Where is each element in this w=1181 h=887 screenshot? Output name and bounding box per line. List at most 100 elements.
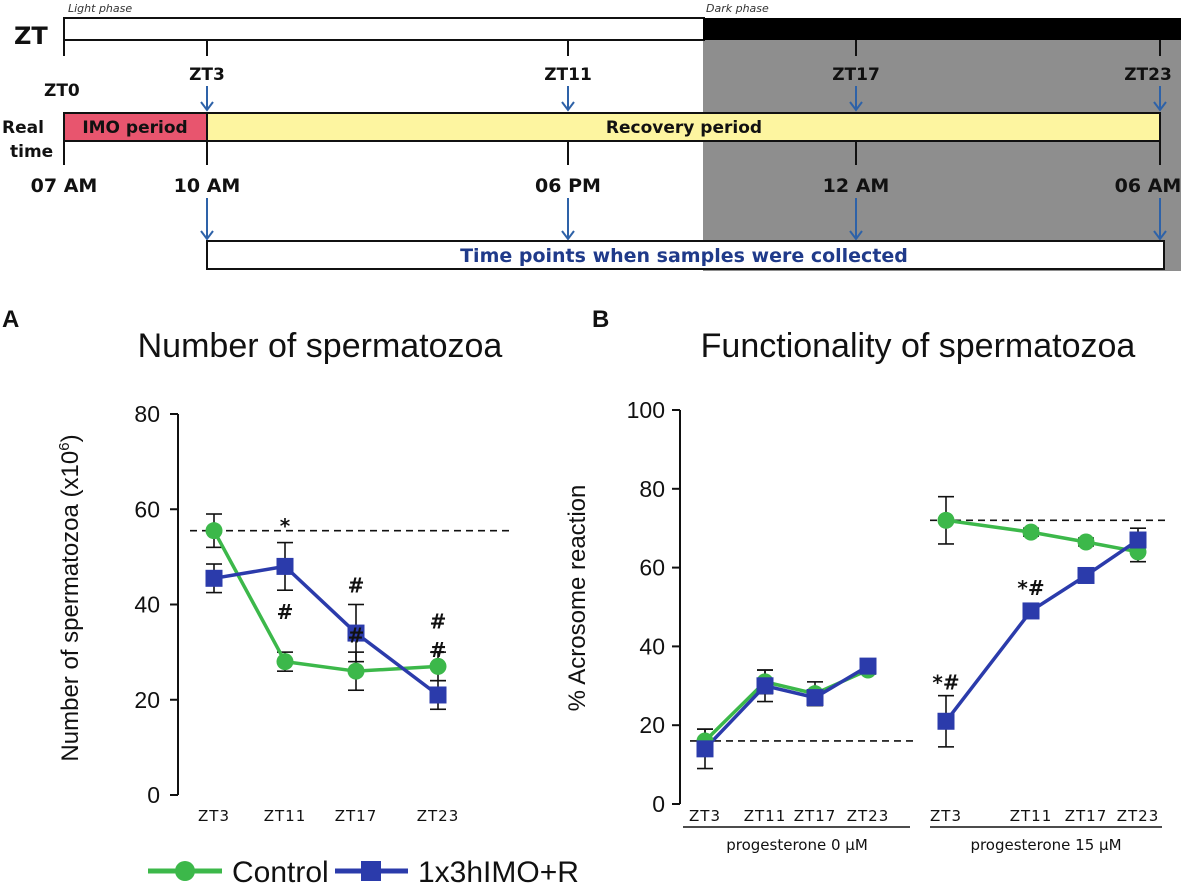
zt11-label: ZT11 (544, 65, 592, 85)
chart-a-x-label: ZT17 (335, 807, 378, 825)
chart-a-point-imo-3 (429, 686, 447, 704)
chart-a-ylabel: Number of spermatozoa (x106) (56, 434, 84, 761)
chart-a-significance-mark: * (280, 514, 291, 538)
time-label-06pm: 06 PM (535, 175, 601, 197)
chart-a-line-imo (213, 564, 440, 697)
sample-arrows (200, 198, 1167, 241)
chart-b-g1-point-imo-0 (937, 712, 955, 730)
panel-label-b: B (592, 306, 609, 333)
chart-a-point-imo-0 (205, 569, 223, 587)
chart-a-error-bars (206, 513, 446, 711)
chart-b-x-labels: ZT3 ZT11 ZT17 ZT23 ZT3 ZT11 ZT17 ZT23 (689, 807, 1160, 825)
chart-b-annotations: *# *# (932, 576, 1044, 695)
chart-b-ylabel: % Acrosome reaction (564, 485, 591, 712)
arrow-down-icon (1153, 86, 1167, 112)
chart-b-group-label-1: progesterone 15 μM (970, 836, 1121, 854)
zt-dark-bar (703, 18, 1181, 40)
chart-a-line-control (212, 529, 439, 673)
chart-a-ylabel-sup: 6 (56, 442, 73, 450)
chart-b-ytick-label: 20 (639, 712, 665, 738)
chart-a-ylabel-close: ) (57, 434, 84, 442)
chart-b-group-label-0: progesterone 0 μM (726, 836, 868, 854)
imo-period-label: IMO period (82, 118, 187, 138)
chart-a-significance-mark: # (348, 574, 365, 598)
chart-a-point-control-0 (205, 522, 223, 540)
legend-control-marker (175, 861, 195, 881)
chart-a-ytick-label: 40 (134, 592, 160, 618)
chart-a-point-control-1 (276, 653, 294, 671)
chart-a-x-label: ZT3 (198, 807, 230, 825)
chart-b-title: Functionality of spermatozoa (701, 327, 1136, 365)
arrow-down-icon (561, 198, 575, 241)
time-label-12am: 12 AM (823, 175, 890, 197)
chart-b-g1-line-control (945, 518, 1139, 554)
chart-a-point-control-2 (347, 662, 365, 680)
arrow-down-icon (849, 198, 863, 241)
chart-b-ytick-label: 40 (639, 633, 665, 659)
chart-b-points (696, 511, 1147, 758)
legend-imo-marker (361, 861, 381, 881)
arrow-down-icon (200, 198, 214, 241)
chart-b-g1-line-imo (944, 538, 1139, 723)
zt-arrows (200, 86, 1167, 112)
chart-b-x-label: ZT3 (689, 807, 721, 825)
arrow-down-icon (849, 86, 863, 112)
chart-a-ytick-label: 20 (134, 687, 160, 713)
chart-b-g0-point-imo-0 (696, 740, 714, 758)
chart-a-significance-mark: # (277, 600, 294, 624)
chart-b-significance-mark: *# (932, 671, 959, 695)
chart-b-series-lines (703, 518, 1139, 751)
chart-b-y-ticks: 0 20 40 60 80 100 (627, 397, 680, 817)
chart-b-x-label: ZT23 (1117, 807, 1160, 825)
legend-control-label: Control (232, 856, 329, 887)
real-time-label-1: Real (2, 118, 44, 138)
chart-b: % Acrosome reaction 0 20 40 60 80 100 *# *# ZT… (564, 397, 1166, 854)
chart-b-x-label: ZT23 (847, 807, 890, 825)
chart-b-x-label: ZT17 (794, 807, 837, 825)
chart-a-y-ticks: 0 20 40 60 80 (134, 401, 178, 808)
zt-label: ZT (14, 22, 48, 50)
chart-b-x-label: ZT11 (1010, 807, 1053, 825)
time-label-10am: 10 AM (174, 175, 241, 197)
dark-phase-label: Dark phase (706, 2, 769, 15)
chart-b-x-label: ZT17 (1065, 807, 1108, 825)
chart-a-title: Number of spermatozoa (138, 327, 503, 365)
chart-a-significance-mark: # (348, 624, 365, 648)
chart-a-significance-mark: # (430, 609, 447, 633)
chart-a-point-control-3 (429, 657, 447, 675)
chart-b-x-label: ZT11 (744, 807, 787, 825)
chart-b-ytick-label: 80 (639, 476, 665, 502)
time-label-06am: 06 AM (1115, 175, 1181, 197)
recovery-period-label: Recovery period (606, 118, 762, 138)
chart-a: Number of spermatozoa (x106) 0 20 40 60 80 *… (56, 401, 510, 825)
zt23-label: ZT23 (1124, 65, 1172, 85)
chart-a-x-label: ZT11 (264, 807, 307, 825)
chart-a-x-labels: ZT3 ZT11 ZT17 ZT23 (198, 807, 460, 825)
recovery-period-bar (206, 112, 1161, 142)
zt3-label: ZT3 (189, 65, 225, 85)
legend: Control 1x3hIMO+R (148, 856, 579, 887)
chart-b-g1-point-control-0 (937, 511, 955, 529)
dark-phase-shading (703, 40, 1181, 271)
chart-b-error-bars (697, 495, 1146, 770)
chart-b-ytick-label: 100 (627, 397, 665, 423)
chart-a-point-imo-2 (347, 624, 365, 642)
chart-b-g1-point-imo-3 (1129, 531, 1147, 549)
chart-b-ytick-label: 0 (652, 791, 665, 817)
arrow-down-icon (561, 86, 575, 112)
time-label-07am: 07 AM (31, 175, 98, 197)
chart-b-g0-point-imo-3 (859, 657, 877, 675)
chart-b-x-label: ZT3 (930, 807, 962, 825)
chart-a-point-imo-1 (276, 557, 294, 575)
chart-b-g1-point-control-2 (1077, 533, 1095, 551)
chart-a-ytick-label: 60 (134, 496, 160, 522)
timeline: Light phase Dark phase ZT ZT0 ZT3 ZT11 Z… (2, 2, 1181, 271)
chart-b-reference (690, 519, 1166, 742)
chart-b-significance-mark: *# (1017, 576, 1044, 600)
chart-b-g1-point-control-1 (1022, 523, 1040, 541)
panel-label-a: A (2, 306, 19, 333)
zt-light-bar (63, 17, 705, 41)
chart-a-x-label: ZT23 (417, 807, 460, 825)
arrow-down-icon (1153, 198, 1167, 241)
